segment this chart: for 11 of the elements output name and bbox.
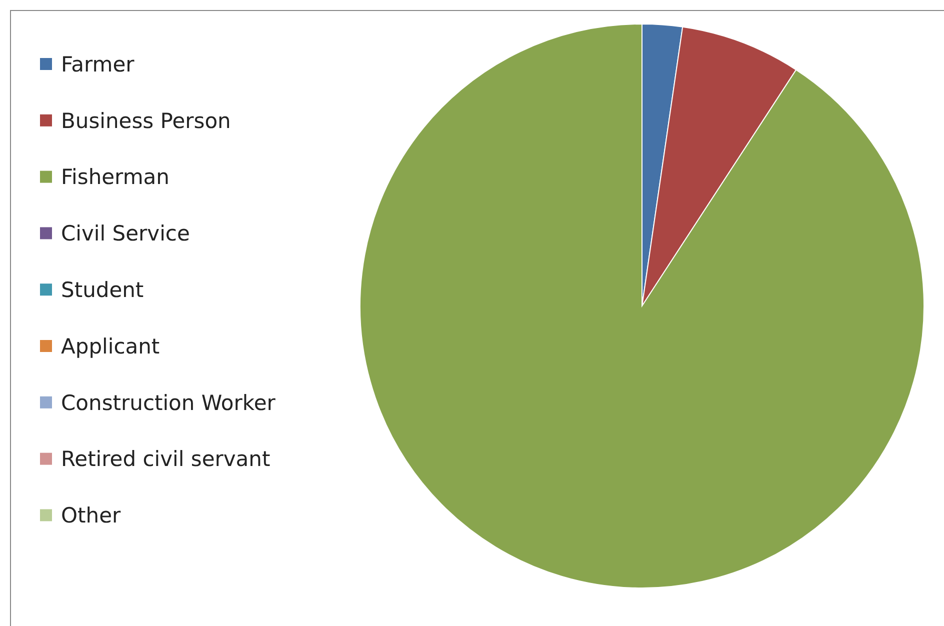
pie-slice <box>360 24 924 588</box>
legend-label: Construction Worker <box>61 390 276 415</box>
pie-slice <box>642 26 797 306</box>
legend-label: Student <box>61 278 144 302</box>
legend-label: Farmer <box>61 52 135 76</box>
legend-label: Civil Service <box>61 222 190 246</box>
legend-label: Retired civil servant <box>61 447 270 472</box>
legend-label: Applicant <box>61 334 160 358</box>
legend-label: Business Person <box>61 108 231 133</box>
legend-label: Fisherman <box>61 165 170 190</box>
legend-label: Other <box>61 504 121 528</box>
